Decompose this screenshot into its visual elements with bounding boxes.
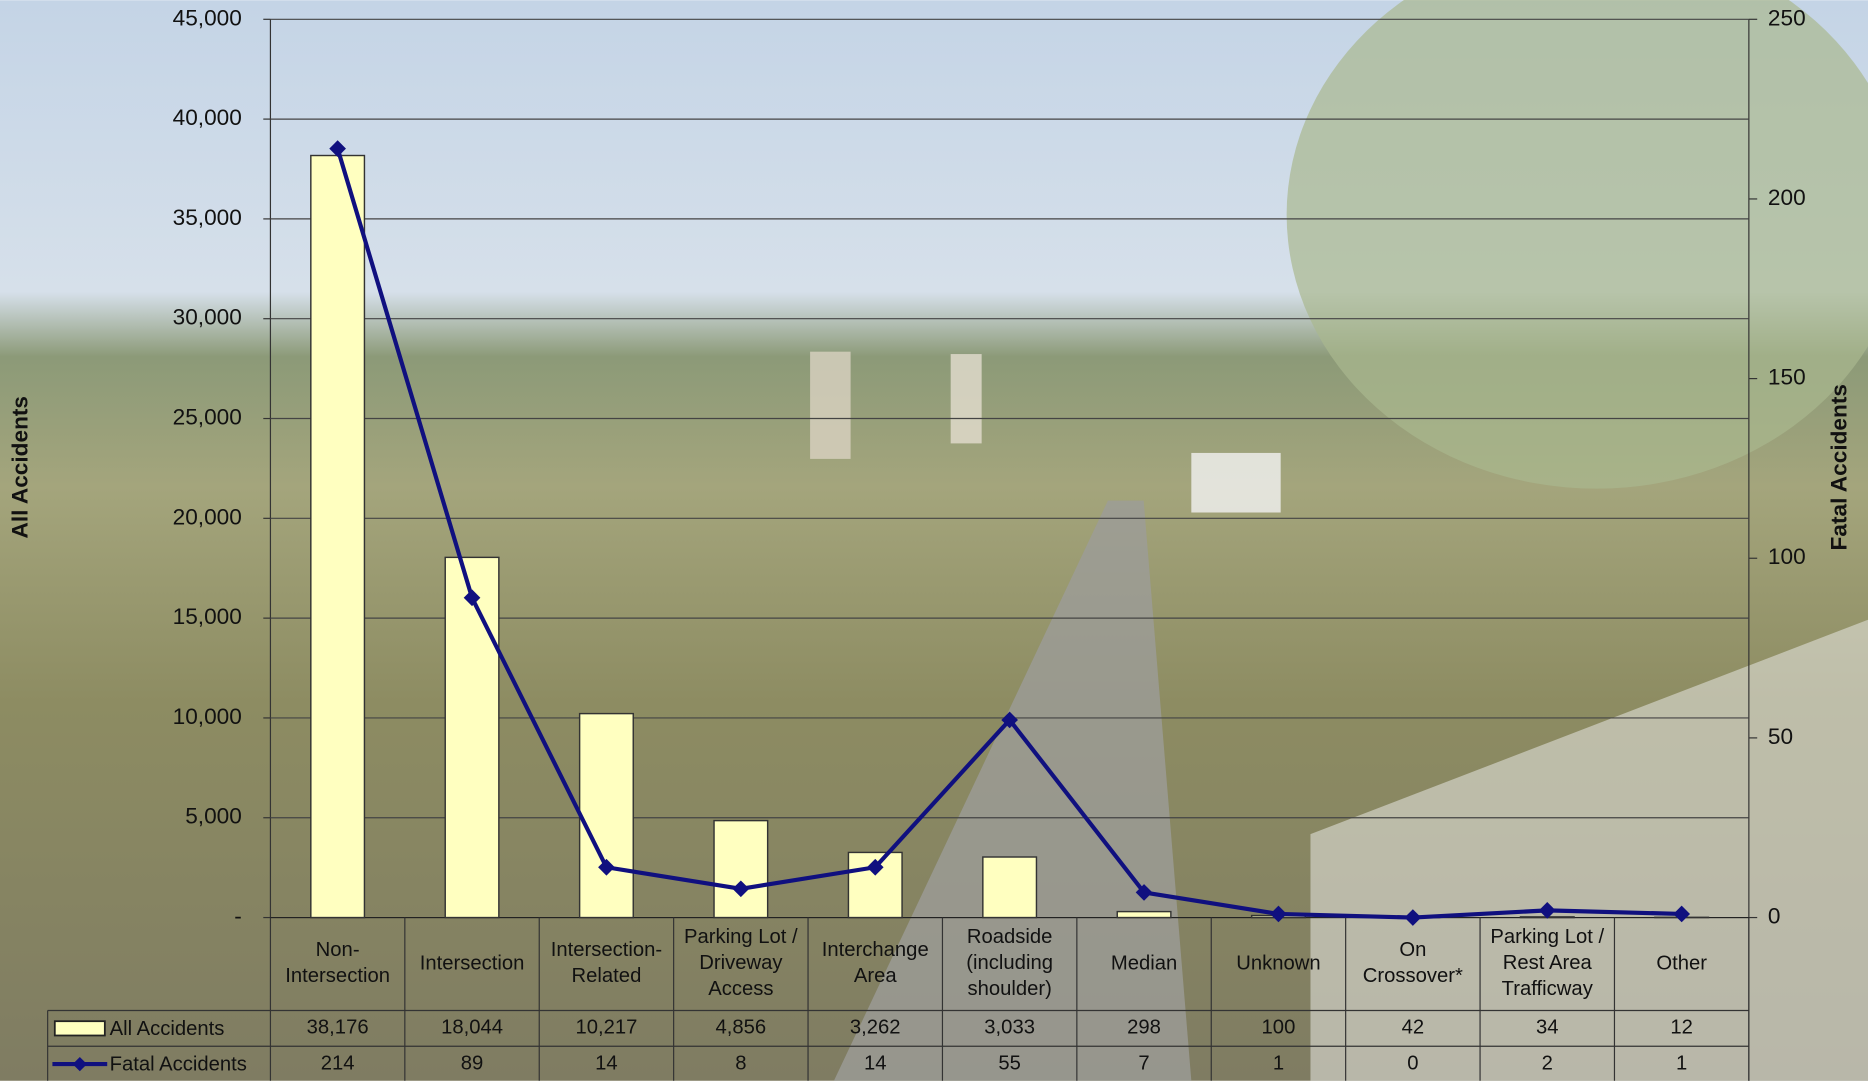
y-tick-label: 10,000 bbox=[173, 704, 242, 729]
bar bbox=[714, 821, 768, 918]
table-value: 12 bbox=[1670, 1017, 1693, 1039]
y2-axis-title: Fatal Accidents bbox=[1827, 384, 1852, 550]
y-tick-label: 25,000 bbox=[173, 405, 242, 430]
table-value: 55 bbox=[998, 1052, 1021, 1074]
bar bbox=[445, 557, 499, 917]
bar bbox=[983, 857, 1037, 918]
y-tick-label: 20,000 bbox=[173, 504, 242, 529]
y2-tick-label: 250 bbox=[1768, 5, 1806, 30]
table-value: 4,856 bbox=[715, 1017, 766, 1039]
table-value: 10,217 bbox=[575, 1017, 637, 1039]
table-value: 0 bbox=[1407, 1052, 1418, 1074]
legend-label: Fatal Accidents bbox=[110, 1054, 247, 1076]
y-tick-label: 45,000 bbox=[173, 5, 242, 30]
table-value: 34 bbox=[1536, 1017, 1559, 1039]
table-value: 298 bbox=[1127, 1017, 1161, 1039]
table-value: 214 bbox=[321, 1052, 355, 1074]
silo bbox=[951, 354, 982, 443]
legend-label: All Accidents bbox=[110, 1018, 225, 1040]
silo bbox=[810, 352, 851, 459]
barn bbox=[1191, 453, 1280, 513]
y2-tick-label: 200 bbox=[1768, 185, 1806, 210]
x-tick-label: Other bbox=[1656, 952, 1707, 974]
table-value: 1 bbox=[1273, 1052, 1284, 1074]
table-value: 100 bbox=[1262, 1017, 1296, 1039]
y-tick-label: - bbox=[234, 904, 242, 929]
table-value: 89 bbox=[461, 1052, 484, 1074]
x-tick-label: Unknown bbox=[1236, 952, 1320, 974]
table-value: 2 bbox=[1542, 1052, 1553, 1074]
table-value: 3,262 bbox=[850, 1017, 901, 1039]
x-tick-label: Intersection bbox=[420, 952, 525, 974]
y-tick-label: 5,000 bbox=[185, 804, 242, 829]
bar bbox=[580, 714, 634, 918]
legend-swatch bbox=[55, 1021, 105, 1035]
y-tick-label: 15,000 bbox=[173, 604, 242, 629]
table-value: 7 bbox=[1138, 1052, 1149, 1074]
table-value: 1 bbox=[1676, 1052, 1687, 1074]
bar bbox=[1117, 912, 1171, 918]
table-value: 3,033 bbox=[984, 1017, 1035, 1039]
y2-tick-label: 150 bbox=[1768, 365, 1806, 390]
bar bbox=[311, 156, 365, 918]
table-value: 14 bbox=[595, 1052, 618, 1074]
y-tick-label: 30,000 bbox=[173, 305, 242, 330]
x-tick-label: Median bbox=[1111, 952, 1177, 974]
y-tick-label: 40,000 bbox=[173, 105, 242, 130]
y-tick-label: 35,000 bbox=[173, 205, 242, 230]
table-value: 38,176 bbox=[307, 1017, 369, 1039]
table-value: 14 bbox=[864, 1052, 887, 1074]
table-value: 18,044 bbox=[441, 1017, 503, 1039]
table-value: 8 bbox=[735, 1052, 746, 1074]
y-axis-title: All Accidents bbox=[7, 396, 32, 538]
y2-tick-label: 0 bbox=[1768, 904, 1781, 929]
y2-tick-label: 50 bbox=[1768, 724, 1793, 749]
table-value: 42 bbox=[1402, 1017, 1425, 1039]
y2-tick-label: 100 bbox=[1768, 544, 1806, 569]
